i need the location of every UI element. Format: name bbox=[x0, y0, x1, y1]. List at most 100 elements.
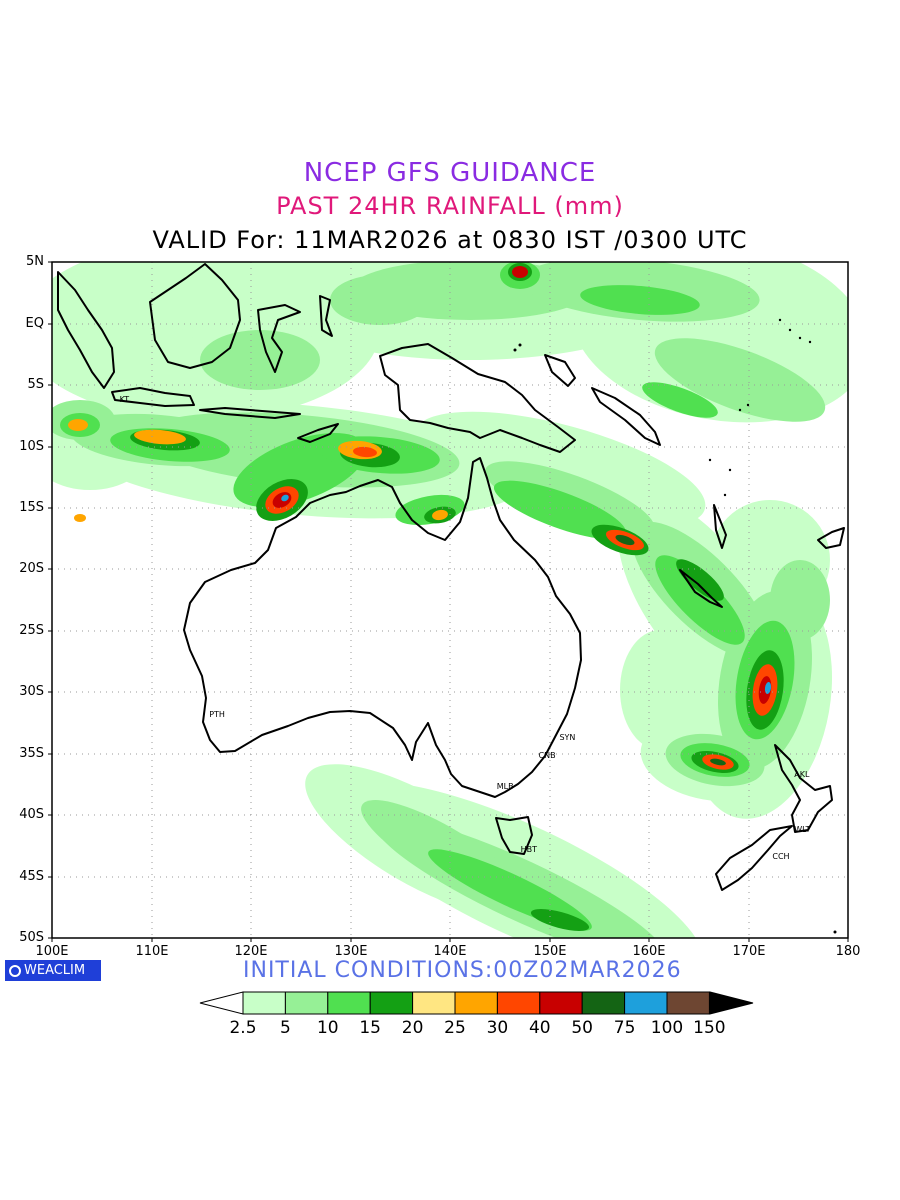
axis-ticks bbox=[48, 261, 849, 942]
new-caledonia-coast bbox=[679, 569, 723, 608]
rain-core bbox=[353, 446, 377, 458]
chart-title: NCEP GFS GUIDANCE bbox=[303, 158, 597, 188]
nz-south-coast bbox=[715, 825, 793, 891]
colorbar-label: 75 bbox=[613, 1018, 636, 1038]
rain-core bbox=[432, 509, 448, 521]
city-label-cch: CCH bbox=[772, 852, 790, 862]
rain-core bbox=[68, 419, 88, 431]
colorbar-label: 20 bbox=[401, 1018, 424, 1038]
lat-label-40s: 40S bbox=[19, 807, 44, 822]
lat-label-30s: 30S bbox=[19, 684, 44, 699]
lon-label-100e: 100E bbox=[35, 944, 69, 959]
lat-label-5n: 5N bbox=[26, 254, 44, 269]
colorbar-cell bbox=[327, 991, 371, 1015]
city-label-pth: PTH bbox=[209, 709, 225, 719]
new-britain-coast bbox=[544, 354, 576, 387]
lon-label-120e: 120E bbox=[234, 944, 268, 959]
new-guinea-coast bbox=[379, 343, 576, 453]
colorbar-label: 2.5 bbox=[229, 1018, 257, 1038]
city-label-syn: SYN bbox=[559, 732, 576, 742]
colorbar-cell bbox=[666, 991, 710, 1015]
copyright-icon bbox=[9, 965, 21, 977]
lat-label-15s: 15S bbox=[19, 500, 44, 515]
rain-area-mid bbox=[580, 285, 700, 315]
java-coast bbox=[111, 387, 195, 407]
lat-label-45s: 45S bbox=[19, 869, 44, 884]
tasmania-coast bbox=[495, 816, 533, 855]
rain-area-mid bbox=[493, 480, 627, 540]
lon-label-130e: 130E bbox=[334, 944, 368, 959]
colorbar-label: 25 bbox=[444, 1018, 466, 1038]
solomons-coast bbox=[591, 387, 661, 446]
sulawesi-coast bbox=[257, 304, 301, 373]
lat-label-5s: 5S bbox=[27, 377, 44, 392]
rain-area-mid bbox=[642, 382, 718, 418]
lon-label-170e: 170E bbox=[732, 944, 766, 959]
city-label-akl: AKL bbox=[794, 769, 810, 779]
lat-label-10s: 10S bbox=[19, 439, 44, 454]
city-label-hbt: HBT bbox=[520, 844, 538, 854]
australia-coast bbox=[183, 457, 582, 798]
lon-label-180: 180 bbox=[835, 944, 861, 959]
colorbar-label: 15 bbox=[359, 1018, 381, 1038]
colorbar-cell bbox=[284, 991, 329, 1015]
colorbar bbox=[199, 991, 754, 1015]
rain-core bbox=[615, 534, 635, 546]
initial-conditions: INITIAL CONDITIONS:00Z02MAR2026 bbox=[243, 958, 682, 983]
sumatra-coast bbox=[57, 271, 115, 389]
colorbar-cell bbox=[539, 991, 583, 1015]
colorbar-cell bbox=[496, 991, 541, 1015]
rain-area-low bbox=[770, 560, 830, 640]
lon-label-140e: 140E bbox=[433, 944, 467, 959]
colorbar-low-arrow bbox=[199, 991, 244, 1015]
weaclim-logo: WEACLIM bbox=[5, 960, 101, 981]
city-label-cnb: CNB bbox=[538, 751, 556, 761]
rain-core bbox=[74, 514, 86, 522]
rain-area-low bbox=[654, 338, 826, 422]
city-label-kt: KT bbox=[119, 394, 130, 404]
rain-core bbox=[764, 682, 772, 694]
colorbar-cell bbox=[242, 991, 286, 1015]
colorbar-label: 30 bbox=[486, 1018, 509, 1038]
chart-subtitle: PAST 24HR RAINFALL (mm) bbox=[276, 192, 624, 220]
city-label-mlb: MLB bbox=[496, 782, 514, 792]
colorbar-label: 10 bbox=[316, 1018, 339, 1038]
colorbar-label: 150 bbox=[693, 1018, 726, 1038]
timor-coast bbox=[297, 423, 339, 443]
rain-core bbox=[710, 758, 726, 766]
rain-area-light bbox=[571, 262, 848, 423]
colorbar-label: 40 bbox=[528, 1018, 551, 1038]
borneo-coast bbox=[149, 263, 241, 369]
rain-area-low bbox=[330, 275, 430, 325]
lon-label-150e: 150E bbox=[533, 944, 567, 959]
colorbar-cell bbox=[624, 991, 668, 1015]
rain-area-light bbox=[620, 630, 700, 750]
colorbar-high-arrow bbox=[709, 991, 754, 1015]
colorbar-label: 50 bbox=[571, 1018, 593, 1038]
logo-text: WEACLIM bbox=[24, 963, 86, 978]
nz-north-coast bbox=[774, 744, 833, 833]
lon-label-110e: 110E bbox=[135, 944, 169, 959]
colorbar-cell bbox=[369, 991, 414, 1015]
colorbar-cell bbox=[581, 991, 626, 1015]
fiji-coast bbox=[817, 527, 845, 549]
colorbar-label: 100 bbox=[650, 1018, 684, 1038]
lat-label-50s: 50S bbox=[19, 930, 44, 945]
rain-core bbox=[134, 429, 186, 445]
city-label-wlt: WLT bbox=[794, 825, 811, 835]
colorbar-cell bbox=[454, 991, 498, 1015]
rainfall-field bbox=[52, 262, 848, 938]
rain-area-light bbox=[414, 411, 706, 529]
lesser-sunda-coast bbox=[199, 407, 301, 419]
islands-small bbox=[513, 318, 837, 934]
rain-band-heavy bbox=[68, 266, 778, 770]
lon-label-160e: 160E bbox=[632, 944, 666, 959]
vanuatu-coast bbox=[713, 504, 727, 549]
rain-core bbox=[281, 494, 289, 502]
rain-area-mid bbox=[655, 555, 745, 645]
valid-time: VALID For: 11MAR2026 at 0830 IST /0300 U… bbox=[152, 226, 748, 254]
rain-area-moderate bbox=[676, 559, 724, 601]
colorbar-label: 5 bbox=[279, 1018, 291, 1038]
rain-core bbox=[512, 266, 528, 278]
